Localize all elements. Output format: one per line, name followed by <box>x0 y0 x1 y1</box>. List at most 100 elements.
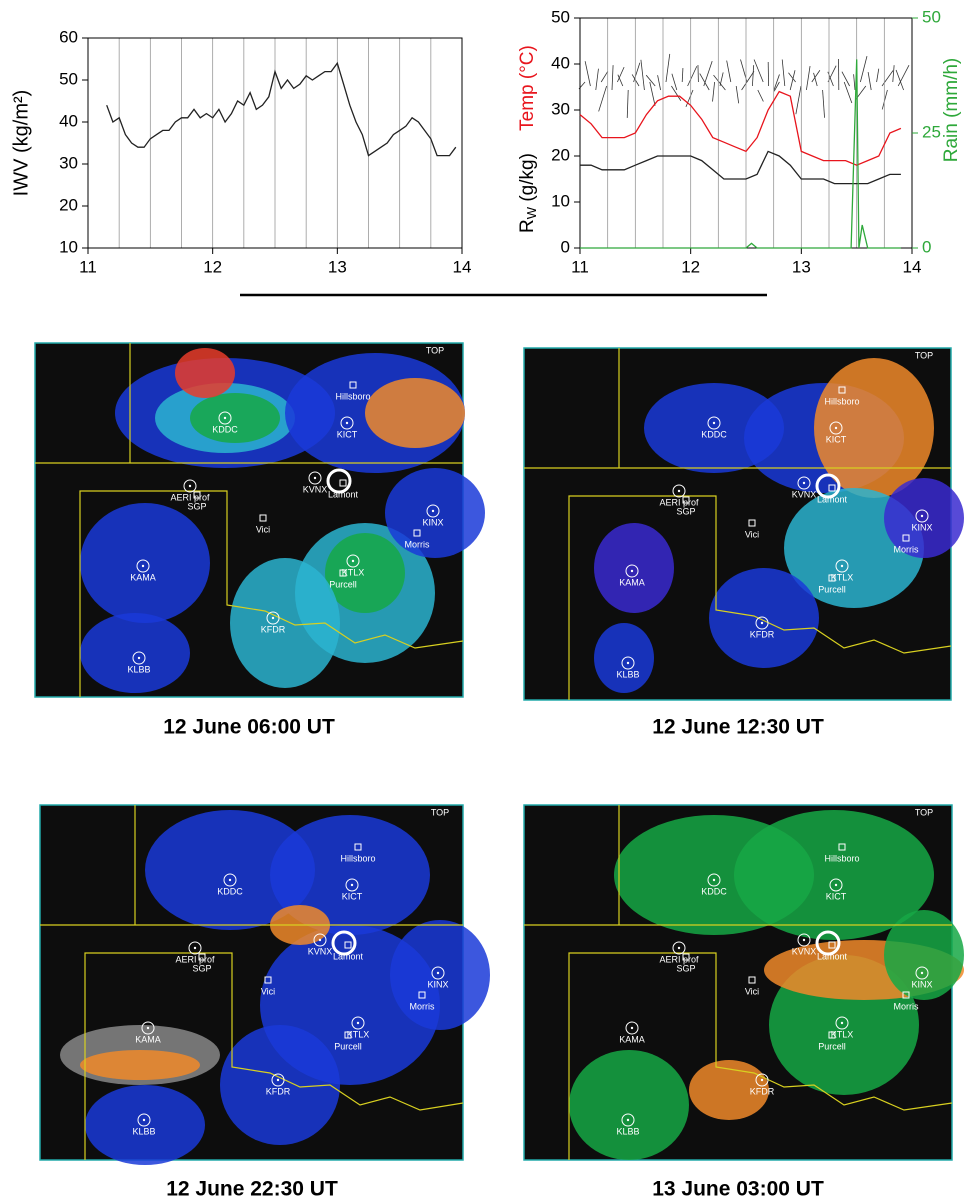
station-label: KVNX <box>792 946 817 956</box>
barb <box>811 70 821 83</box>
station-label: KINX <box>911 522 932 532</box>
echo <box>85 1085 205 1165</box>
site-marker <box>418 991 426 999</box>
radar-site <box>136 559 150 573</box>
barb <box>795 85 802 115</box>
radar-dot <box>436 971 440 975</box>
station-label: AERI prof <box>659 497 699 507</box>
radar-site <box>672 484 686 498</box>
station-label: KFDR <box>750 1086 775 1096</box>
barb <box>645 74 656 87</box>
radar-site <box>345 878 359 892</box>
station-label: KAMA <box>619 577 645 587</box>
echo <box>80 503 210 623</box>
radar-site <box>621 1113 635 1127</box>
barb <box>895 69 904 91</box>
wind-barbs <box>578 53 910 118</box>
station-label: SGP <box>676 506 695 516</box>
lamont-ring <box>326 468 352 494</box>
radar-site <box>797 476 811 490</box>
station-label: KICT <box>342 891 363 901</box>
station-label: Morris <box>894 1001 919 1011</box>
radar-site <box>218 411 232 425</box>
barb <box>600 71 609 83</box>
y-tick-label: 40 <box>59 111 78 130</box>
station-label: Lamont <box>817 494 848 504</box>
station-label: KTLX <box>831 572 854 582</box>
plot-frame <box>87 37 463 249</box>
radar-site <box>707 873 721 887</box>
site-marker <box>193 491 201 499</box>
x-tick-label: 12 <box>203 257 222 276</box>
y2-tick-label: 25 <box>922 122 941 141</box>
radar-dot <box>712 878 716 882</box>
station-label: Morris <box>405 539 430 549</box>
station-label: KDDC <box>212 424 238 434</box>
radar-dot <box>228 878 232 882</box>
station-label: Lamont <box>817 951 848 961</box>
station-label: KDDC <box>701 886 727 896</box>
station-label: KTLX <box>831 1029 854 1039</box>
site-marker <box>344 1031 352 1039</box>
station-label: TOP <box>426 345 444 355</box>
station-label: KICT <box>826 434 847 444</box>
barb <box>598 85 607 112</box>
station-label: KINX <box>427 979 448 989</box>
barb <box>699 73 710 91</box>
barb <box>752 65 755 87</box>
site-marker <box>828 574 836 582</box>
barb <box>867 71 872 91</box>
station-label: Purcell <box>818 1041 846 1051</box>
station-label: KLBB <box>616 1126 639 1136</box>
y2-tick-label: 50 <box>922 7 941 26</box>
y-axis-label: Temp (°C) <box>517 45 538 131</box>
site-marker <box>838 843 846 851</box>
station-label: KVNX <box>303 484 328 494</box>
radar-site <box>755 616 769 630</box>
y-tick-label: 10 <box>551 191 570 210</box>
barb <box>712 81 715 102</box>
station-label: Purcell <box>329 579 357 589</box>
x-tick-label: 13 <box>792 257 811 276</box>
site-marker <box>828 941 836 949</box>
barb <box>671 73 678 91</box>
barb <box>665 53 671 83</box>
y-tick-label: 20 <box>59 195 78 214</box>
radar-site <box>621 656 635 670</box>
barb <box>822 89 825 118</box>
barb <box>617 74 624 87</box>
radar-site <box>308 471 322 485</box>
echo <box>175 348 235 398</box>
y-tick-label: 20 <box>551 145 570 164</box>
data-line <box>580 59 901 249</box>
y-axis-label: RW (g/kg) <box>517 153 539 233</box>
state-border <box>568 952 953 1160</box>
station-label: KFDR <box>266 1086 291 1096</box>
station-label: Hillsboro <box>335 391 370 401</box>
radar-site <box>672 941 686 955</box>
y-tick-label: 60 <box>59 27 78 46</box>
station-label: Purcell <box>818 584 846 594</box>
site-marker <box>264 976 272 984</box>
radar-dot <box>677 946 681 950</box>
station-label: KFDR <box>750 629 775 639</box>
radar-dot <box>920 514 924 518</box>
barb <box>626 89 629 118</box>
lamont-ring <box>815 473 841 499</box>
y2-axis-label: Rain (mm/h) <box>941 58 962 163</box>
radar-dot <box>141 564 145 568</box>
echo <box>594 523 674 613</box>
y-tick-label: 50 <box>551 7 570 26</box>
barb <box>813 72 818 87</box>
y-axis-label-part: R <box>517 219 538 233</box>
x-tick-label: 13 <box>328 257 347 276</box>
y-tick-label: 40 <box>551 53 570 72</box>
radar-site <box>829 421 843 435</box>
echo <box>569 1050 689 1160</box>
echo <box>325 533 405 613</box>
barb <box>687 66 698 87</box>
echo <box>220 1025 340 1145</box>
station-label: KLBB <box>616 669 639 679</box>
radar-site <box>915 509 929 523</box>
